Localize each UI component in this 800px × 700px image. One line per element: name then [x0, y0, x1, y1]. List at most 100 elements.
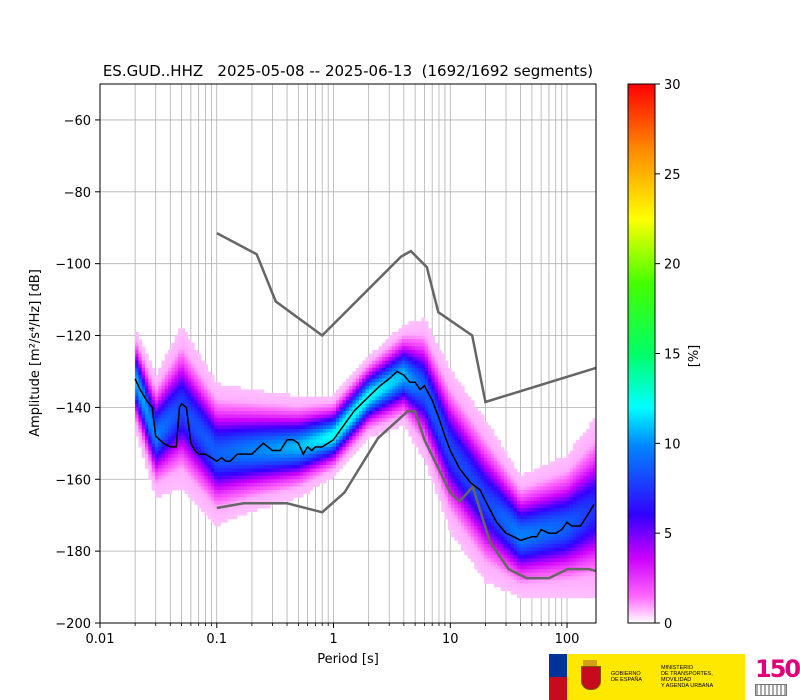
density-cell	[299, 493, 304, 498]
density-cell	[592, 525, 596, 530]
density-cell	[210, 378, 215, 383]
density-cell	[362, 414, 366, 419]
density-cell	[451, 500, 455, 505]
density-cell	[507, 547, 511, 552]
density-cell	[500, 457, 505, 462]
density-cell	[207, 479, 212, 484]
density-cell	[316, 468, 320, 473]
density-cell	[141, 400, 146, 405]
density-cell	[158, 450, 162, 455]
density-cell	[181, 414, 185, 419]
density-cell	[477, 461, 482, 466]
density-cell	[441, 410, 445, 415]
density-cell	[559, 504, 564, 509]
density-cell	[138, 414, 143, 419]
density-cell	[247, 403, 251, 408]
density-cell	[516, 529, 521, 534]
density-cell	[352, 425, 357, 430]
density-cell	[247, 389, 251, 394]
density-cell	[414, 367, 419, 372]
density-cell	[526, 558, 531, 563]
density-cell	[210, 464, 215, 469]
density-cell	[467, 508, 472, 513]
density-cell	[266, 403, 271, 408]
density-cell	[454, 378, 459, 383]
density-cell	[293, 450, 297, 455]
density-cell	[233, 500, 238, 505]
density-cell	[217, 475, 222, 480]
density-cell	[293, 468, 297, 473]
density-cell	[457, 504, 462, 509]
density-cell	[352, 382, 357, 387]
density-cell	[507, 464, 511, 469]
density-cell	[191, 493, 195, 498]
density-cell	[546, 583, 551, 588]
density-cell	[437, 436, 442, 441]
density-cell	[467, 536, 472, 541]
density-cell	[540, 536, 544, 541]
density-cell	[559, 468, 564, 473]
density-cell	[191, 353, 195, 358]
density-cell	[500, 587, 505, 592]
density-cell	[395, 378, 399, 383]
density-cell	[523, 525, 528, 530]
density-cell	[187, 346, 192, 351]
density-cell	[141, 421, 146, 426]
density-cell	[516, 569, 521, 574]
density-cell	[227, 393, 232, 398]
density-cell	[335, 410, 340, 415]
density-cell	[500, 579, 505, 584]
density-cell	[520, 540, 524, 545]
density-cell	[319, 436, 324, 441]
density-cell	[461, 536, 465, 541]
density-cell	[168, 446, 172, 451]
density-cell	[563, 565, 567, 570]
density-cell	[204, 367, 208, 372]
density-cell	[224, 500, 228, 505]
density-cell	[220, 432, 225, 437]
density-cell	[559, 511, 564, 516]
density-cell	[520, 490, 524, 495]
density-cell	[441, 497, 445, 502]
density-cell	[207, 511, 212, 516]
density-cell	[237, 418, 241, 423]
density-cell	[556, 543, 561, 548]
density-cell	[461, 464, 465, 469]
density-cell	[332, 443, 337, 448]
density-cell	[451, 461, 455, 466]
density-cell	[451, 486, 455, 491]
density-cell	[576, 590, 580, 595]
density-cell	[362, 378, 366, 383]
density-cell	[210, 515, 215, 520]
density-cell	[569, 522, 574, 527]
density-cell	[385, 425, 390, 430]
density-cell	[375, 389, 380, 394]
density-cell	[141, 432, 146, 437]
density-cell	[171, 436, 176, 441]
density-cell	[362, 425, 366, 430]
density-cell	[197, 396, 202, 401]
density-cell	[516, 475, 521, 480]
density-cell	[187, 342, 192, 347]
density-cell	[582, 543, 587, 548]
density-cell	[187, 443, 192, 448]
density-cell	[250, 443, 255, 448]
density-cell	[520, 529, 524, 534]
density-cell	[589, 515, 594, 520]
density-cell	[204, 432, 208, 437]
density-cell	[299, 457, 304, 462]
density-cell	[177, 331, 182, 336]
density-cell	[467, 472, 472, 477]
density-cell	[233, 446, 238, 451]
density-cell	[457, 446, 462, 451]
density-cell	[326, 454, 330, 459]
density-cell	[431, 396, 436, 401]
density-cell	[378, 367, 383, 372]
density-cell	[230, 450, 235, 455]
density-cell	[418, 339, 422, 344]
density-cell	[168, 371, 172, 376]
density-cell	[503, 579, 508, 584]
density-cell	[158, 446, 162, 451]
density-cell	[414, 331, 419, 336]
density-cell	[365, 367, 370, 372]
